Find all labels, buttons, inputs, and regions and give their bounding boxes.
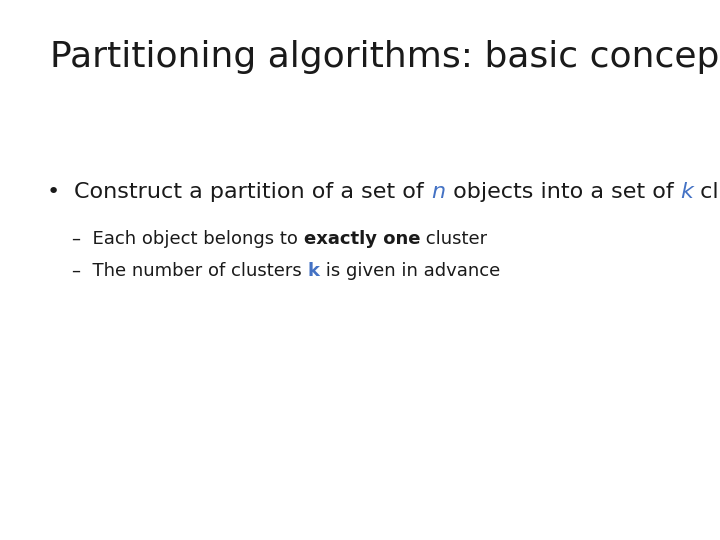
Text: cluster: cluster: [420, 230, 487, 248]
Text: •: •: [47, 182, 74, 202]
Text: –  Each object belongs to: – Each object belongs to: [72, 230, 304, 248]
Text: exactly one: exactly one: [304, 230, 420, 248]
Text: –  The number of clusters: – The number of clusters: [72, 262, 307, 280]
Text: k: k: [307, 262, 320, 280]
Text: clusters: clusters: [693, 182, 720, 202]
Text: Construct a partition of a set of: Construct a partition of a set of: [74, 182, 431, 202]
Text: k: k: [680, 182, 693, 202]
Text: objects into a set of: objects into a set of: [446, 182, 680, 202]
Text: n: n: [431, 182, 446, 202]
Text: is given in advance: is given in advance: [320, 262, 500, 280]
Text: Partitioning algorithms: basic concept: Partitioning algorithms: basic concept: [50, 40, 720, 74]
